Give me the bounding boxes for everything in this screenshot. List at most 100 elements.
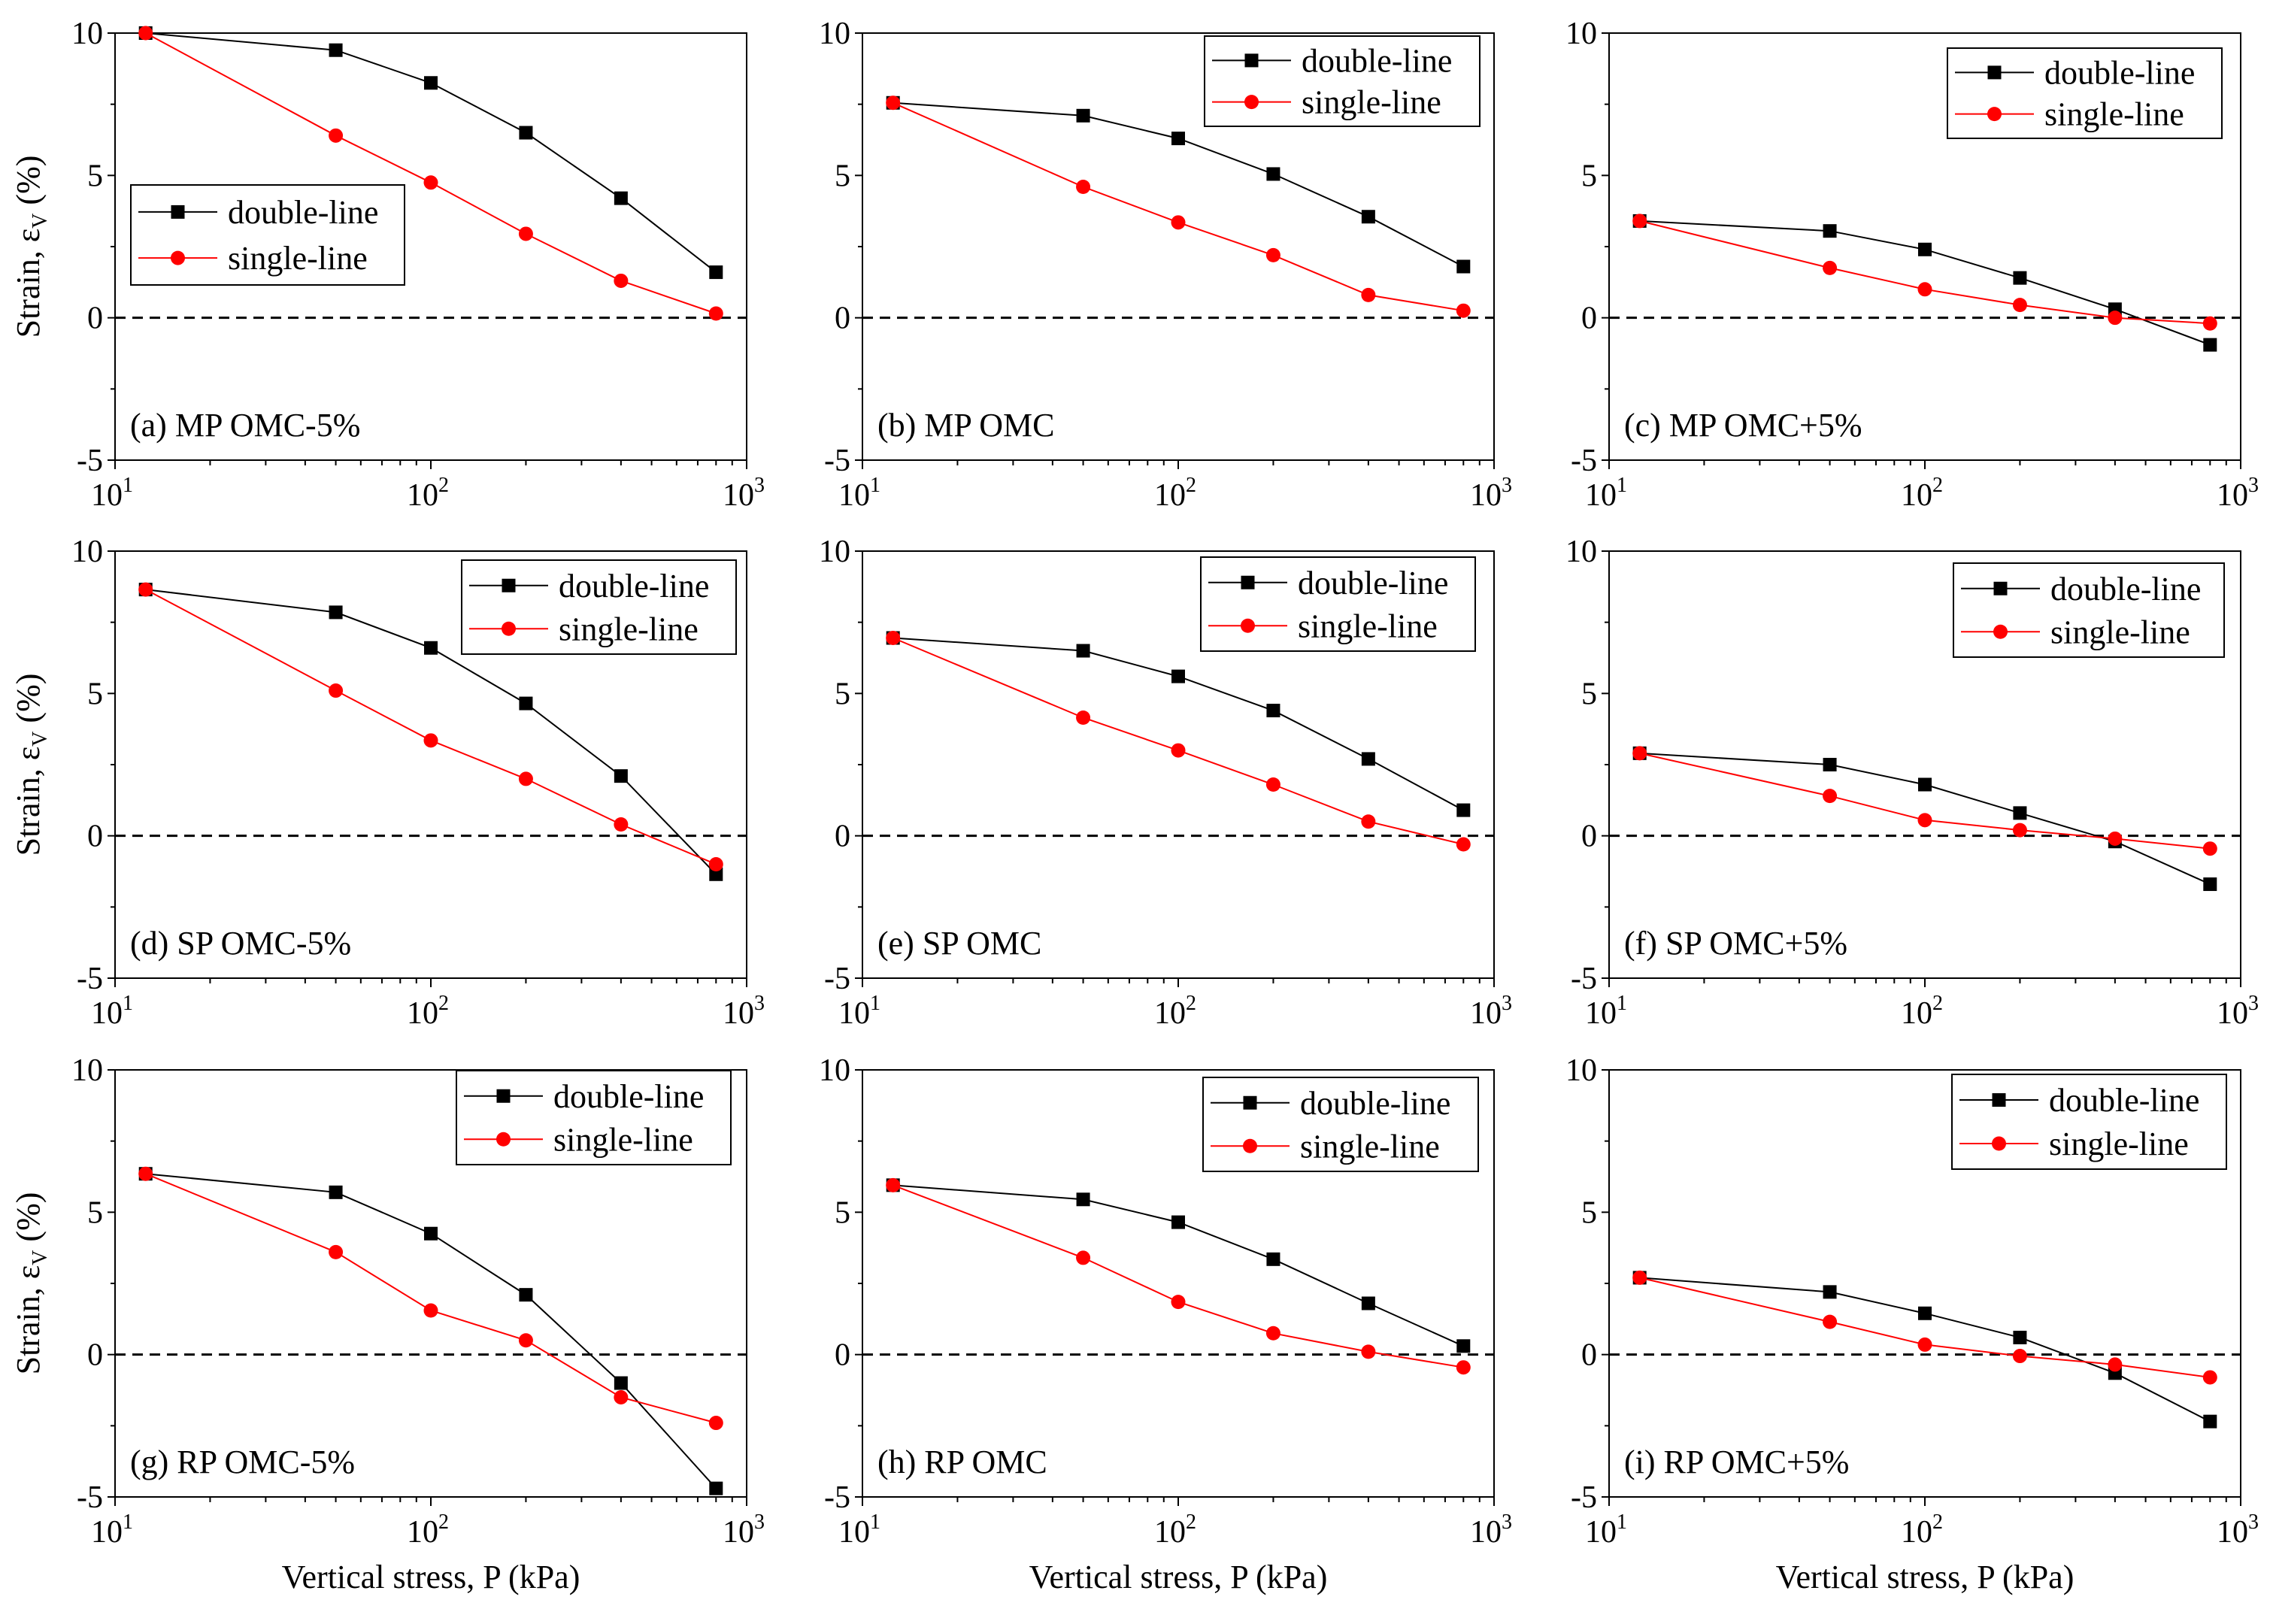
y-tick-label: -5 <box>77 962 103 996</box>
single-line-point <box>1456 837 1471 852</box>
x-tick-label: 101 <box>1585 474 1627 513</box>
y-tick-label: 5 <box>835 677 850 711</box>
y-tick-label: 10 <box>819 535 850 569</box>
x-tick-label: 101 <box>838 474 880 513</box>
single-legend-marker <box>1244 95 1259 110</box>
single-line-point <box>1361 814 1376 829</box>
y-tick-label: 0 <box>1581 301 1597 336</box>
y-tick-label: 10 <box>71 1053 103 1088</box>
single-legend-marker <box>1992 1136 2006 1151</box>
single-line-point <box>423 175 438 190</box>
double-line-point <box>1361 752 1375 766</box>
panel-label: (a) MP OMC-5% <box>130 407 360 444</box>
panel-label: (i) RP OMC+5% <box>1624 1444 1849 1480</box>
double-line-series <box>145 32 717 273</box>
single-legend-marker <box>496 1132 511 1147</box>
panel-label: (c) MP OMC+5% <box>1624 407 1862 444</box>
panel-label: (b) MP OMC <box>877 407 1055 444</box>
double-legend-label: double-line <box>1302 42 1452 79</box>
y-tick-label: 5 <box>835 159 850 193</box>
x-tick-label: 103 <box>2217 992 2259 1031</box>
single-legend-label: single-line <box>1302 84 1441 121</box>
x-tick-label: 101 <box>838 1510 880 1550</box>
double-line-point <box>1266 167 1280 181</box>
single-legend-label: single-line <box>553 1121 693 1158</box>
x-tick-label: 103 <box>1470 474 1512 513</box>
x-tick-label: 103 <box>2217 474 2259 513</box>
x-tick-label: 102 <box>1901 1510 1943 1550</box>
y-tick-label: 5 <box>87 677 103 711</box>
y-tick-label: 0 <box>1581 820 1597 854</box>
x-tick-label: 103 <box>723 1510 765 1550</box>
chart-panel-9: -5 0 5 10 101 102 103 (i) RP OMC+5% double-line s… <box>1565 1053 2259 1550</box>
single-legend-label: single-line <box>2049 1126 2189 1162</box>
double-line-series <box>1639 752 2211 885</box>
chart-panel-4: -5 0 5 10 101 102 103 (d) SP OMC-5% double-line s… <box>71 535 765 1031</box>
single-legend-marker <box>1243 1138 1257 1153</box>
y-tick-label: 10 <box>819 1053 850 1088</box>
y-tick-label: 0 <box>835 1338 850 1373</box>
chart-panel-1: -5 0 5 10 101 102 103 (a) MP OMC-5% double-line s… <box>71 17 765 513</box>
y-tick-label: 0 <box>835 820 850 854</box>
double-legend-marker <box>171 205 185 219</box>
legend: double-line single-line <box>1204 35 1481 127</box>
double-line-point <box>1823 1285 1837 1299</box>
single-line-series <box>145 589 717 865</box>
single-line-point <box>2012 1349 2027 1364</box>
double-line-point <box>1361 210 1375 224</box>
legend: double-line single-line <box>1951 1074 2227 1170</box>
y-tick-label: -5 <box>824 1480 850 1515</box>
single-line-series <box>145 32 717 314</box>
double-line-point <box>709 265 723 280</box>
single-line-point <box>2108 831 2123 846</box>
y-tick-label: -5 <box>824 444 850 478</box>
single-line-point <box>708 306 723 321</box>
legend-box <box>130 184 405 286</box>
y-tick-label: -5 <box>1571 444 1597 478</box>
legend: double-line single-line <box>1953 562 2225 658</box>
double-line-point <box>519 1288 533 1302</box>
double-line-point <box>614 769 628 783</box>
single-legend-label: single-line <box>2050 614 2190 650</box>
single-legend-marker <box>1993 624 2008 639</box>
y-tick-label: -5 <box>77 444 103 478</box>
double-line-point <box>1823 758 1837 771</box>
single-line-point <box>708 1416 723 1431</box>
single-line-point <box>1823 1314 1838 1329</box>
double-line-point <box>1918 242 1932 256</box>
x-tick-label: 102 <box>1901 992 1943 1031</box>
double-line-point <box>2013 1330 2027 1344</box>
single-line-point <box>1632 1270 1647 1285</box>
y-axis-title: Strain, εV (%) <box>10 674 52 856</box>
single-line-point <box>518 226 533 241</box>
x-tick-label: 101 <box>91 474 133 513</box>
single-line-point <box>1171 215 1186 230</box>
single-line-point <box>1265 1326 1280 1341</box>
single-line-point <box>1265 777 1280 792</box>
single-line-point <box>1361 1344 1376 1359</box>
double-line-point <box>2013 271 2027 285</box>
double-line-point <box>329 1185 343 1199</box>
chart-panel-6: -5 0 5 10 101 102 103 (f) SP OMC+5% double-line s… <box>1565 535 2259 1031</box>
single-line-point <box>614 273 629 288</box>
single-line-series <box>1639 1277 2211 1378</box>
single-line-series <box>893 102 1464 312</box>
x-tick-label: 103 <box>1470 992 1512 1031</box>
double-line-point <box>519 126 533 140</box>
legend: double-line single-line <box>461 559 737 655</box>
y-tick-label: 0 <box>1581 1338 1597 1373</box>
y-tick-label: -5 <box>824 962 850 996</box>
legend: double-line single-line <box>456 1070 732 1165</box>
y-tick-label: 5 <box>1581 677 1597 711</box>
double-legend-label: double-line <box>1298 565 1448 601</box>
double-line-point <box>1823 224 1837 238</box>
double-legend-marker <box>1992 1093 2006 1107</box>
y-axis-title: Strain, εV (%) <box>10 156 52 338</box>
single-line-point <box>886 1177 901 1192</box>
single-line-point <box>2108 311 2123 326</box>
legend-box <box>1951 1074 2227 1170</box>
double-legend-label: double-line <box>2049 1082 2199 1119</box>
single-legend-label: single-line <box>559 611 699 647</box>
chart-panel-5: -5 0 5 10 101 102 103 (e) SP OMC double-line sing… <box>819 535 1512 1031</box>
panel-label: (f) SP OMC+5% <box>1624 925 1847 962</box>
